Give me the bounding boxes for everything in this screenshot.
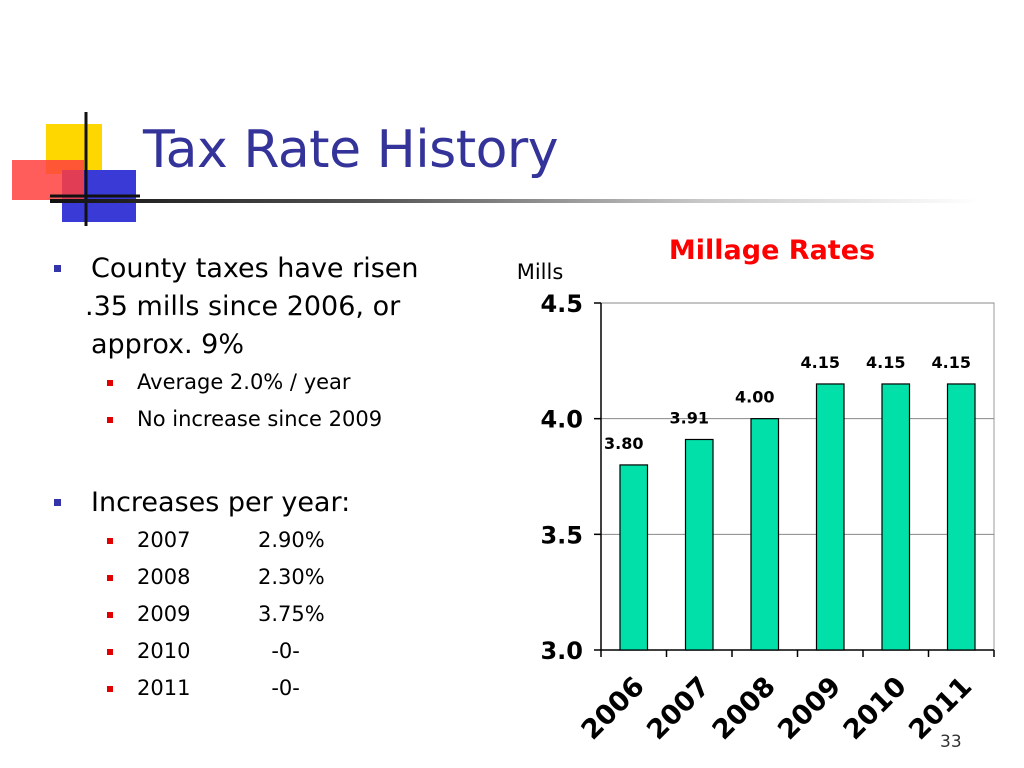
sub-bullet-text: Average 2.0% / year — [137, 370, 351, 394]
x-tick-label: 2007 — [641, 671, 716, 746]
increase-value: 2.30% — [258, 565, 325, 589]
bullet-text-line2: .35 mills since 2006, or — [85, 291, 401, 322]
slide-logo — [12, 112, 140, 226]
sub-bullet-marker — [107, 686, 113, 692]
increase-year: 2007 — [137, 528, 191, 552]
sub-bullet-marker — [107, 380, 113, 386]
increase-year: 2011 — [137, 676, 191, 700]
increase-value: -0- — [258, 676, 300, 700]
bullet-marker — [54, 499, 61, 506]
bullet-list: County taxes have risen .35 mills since … — [54, 250, 524, 707]
bullet-marker — [54, 265, 61, 272]
bar — [750, 418, 780, 651]
x-tick-label: 2008 — [707, 671, 782, 746]
data-label: 4.15 — [866, 353, 905, 372]
increase-row: 2008 2.30% — [54, 559, 524, 596]
millage-rates-chart: Millage Rates Mills 3.0 3.5 4.0 4.5 3.80 2006 3.… — [517, 235, 995, 746]
sub-bullet-marker — [107, 538, 113, 544]
slide-title: Tax Rate History — [143, 120, 559, 180]
data-label: 4.15 — [801, 353, 840, 372]
bullet-text-line3: approx. 9% — [91, 329, 244, 360]
data-label: 4.00 — [735, 388, 774, 407]
data-label: 3.80 — [604, 434, 643, 453]
sub-bullet-marker — [107, 649, 113, 655]
x-tick-label: 2006 — [576, 671, 651, 746]
x-tick-label: 2009 — [772, 671, 847, 746]
data-label: 4.15 — [932, 353, 971, 372]
bar — [815, 383, 845, 651]
page-number: 33 — [940, 732, 962, 752]
bar — [881, 383, 911, 651]
chart-title: Millage Rates — [669, 235, 875, 266]
sub-bullet-text: No increase since 2009 — [137, 407, 383, 431]
increase-value: 2.90% — [258, 528, 325, 552]
increase-row: 2009 3.75% — [54, 596, 524, 633]
bullet-county-taxes: County taxes have risen .35 mills since … — [54, 250, 524, 364]
bar — [684, 438, 714, 651]
logo-red-square — [12, 160, 84, 200]
sub-bullet-marker — [107, 575, 113, 581]
y-tick-label: 4.0 — [540, 406, 583, 434]
sub-bullet-average: Average 2.0% / year — [54, 364, 524, 401]
bullet-text: Increases per year: — [91, 487, 351, 518]
increase-row: 2007 2.90% — [54, 522, 524, 559]
y-tick-label: 3.0 — [540, 637, 583, 665]
increase-year: 2010 — [137, 639, 191, 663]
y-axis-label: Mills — [517, 260, 564, 284]
sub-bullet-no-increase: No increase since 2009 — [54, 401, 524, 438]
increase-year: 2008 — [137, 565, 191, 589]
increase-row: 2011 -0- — [54, 670, 524, 707]
sub-bullet-marker — [107, 612, 113, 618]
sub-bullet-marker — [107, 417, 113, 423]
data-label: 3.91 — [670, 408, 709, 427]
increase-value: -0- — [258, 639, 300, 663]
y-tick-label: 4.5 — [540, 290, 583, 318]
bullet-increases: Increases per year: — [54, 484, 524, 522]
increase-year: 2009 — [137, 602, 191, 626]
increase-value: 3.75% — [258, 602, 325, 626]
y-tick-label: 3.5 — [540, 521, 583, 549]
bar — [946, 383, 976, 651]
increase-row: 2010 -0- — [54, 633, 524, 670]
title-underline — [50, 199, 980, 203]
bar — [619, 464, 649, 651]
bullet-text: County taxes have risen — [91, 253, 419, 284]
x-tick-label: 2010 — [838, 671, 913, 746]
